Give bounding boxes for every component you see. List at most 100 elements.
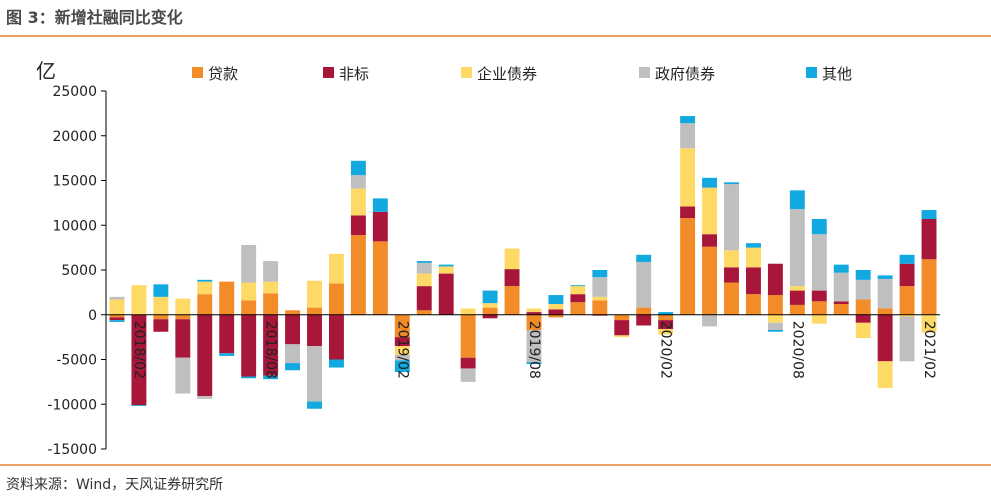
bar-segment <box>877 275 893 279</box>
bar-segment <box>745 243 761 248</box>
bar-segment <box>636 314 652 326</box>
bar-segment <box>109 320 125 322</box>
y-tick-label: 15000 <box>52 174 97 190</box>
bar-segment <box>680 148 696 207</box>
bar-segment <box>899 263 915 287</box>
y-tick-label: 5000 <box>61 263 97 279</box>
bar-segment <box>877 278 893 309</box>
bar-segment <box>614 320 630 336</box>
bar-segment <box>614 314 630 321</box>
bar-segment <box>789 304 805 315</box>
bar-segment <box>285 344 301 364</box>
bar-segment <box>745 267 761 295</box>
y-tick-label: -15000 <box>47 442 97 458</box>
bar-segment <box>350 188 366 216</box>
bar-segment <box>241 282 257 301</box>
bar-segment <box>636 307 652 315</box>
bar-segment <box>526 308 542 313</box>
legend-item: 非标 <box>323 65 369 83</box>
bar-segment <box>658 329 674 335</box>
bar-segment <box>526 312 542 315</box>
bar-segment <box>394 346 410 356</box>
bar-segment <box>899 254 915 264</box>
bottom-rule <box>0 464 991 466</box>
bar-segment <box>680 206 696 219</box>
bar-segment <box>702 246 718 315</box>
bar-segment <box>833 264 849 273</box>
bar-segment <box>372 241 388 315</box>
y-axis: 25000 20000 15000 10000 5000 0 -5000 -10000 -150… <box>47 84 107 458</box>
bars <box>106 116 940 409</box>
legend-item: 贷款 <box>192 65 238 83</box>
bar-segment <box>877 308 893 315</box>
legend-label: 贷款 <box>208 65 238 83</box>
bar-segment <box>702 187 718 235</box>
bar-segment <box>745 294 761 315</box>
bar-segment <box>767 295 783 315</box>
bar-segment <box>394 314 410 338</box>
bar-segment <box>855 314 871 323</box>
x-tick-label: 2020/08 <box>789 321 805 379</box>
bar-segment <box>263 293 279 315</box>
bar-segment <box>811 290 827 302</box>
bar-segment <box>570 294 586 303</box>
bar-segment <box>702 234 718 247</box>
bar-segment <box>855 270 871 280</box>
bar-segment <box>833 272 849 302</box>
bar-segment <box>877 314 893 362</box>
bar-segment <box>745 247 761 268</box>
bar-segment <box>855 279 871 300</box>
legend-swatch <box>323 67 334 78</box>
bar-segment <box>899 314 915 317</box>
bar-segment <box>197 294 213 315</box>
bar-segment <box>285 310 301 315</box>
bar-segment <box>263 375 279 380</box>
bar-segment <box>153 314 169 320</box>
bar-segment <box>811 301 827 315</box>
bar-segment <box>767 314 783 323</box>
bar-segment <box>548 309 564 315</box>
bar-segment <box>438 264 454 267</box>
bar-segment <box>833 301 849 305</box>
bar-segment <box>328 314 344 360</box>
bar-segment <box>724 282 739 315</box>
bar-segment <box>131 405 147 407</box>
bar-segment <box>197 281 213 295</box>
bar-segment <box>504 286 520 315</box>
bar-segment <box>921 314 937 333</box>
bar-segment <box>219 353 235 356</box>
bar-segment <box>263 281 279 294</box>
bar-segment <box>328 283 344 315</box>
bar-segment <box>811 314 827 324</box>
bar-segment <box>175 314 191 320</box>
bar-segment <box>482 303 498 308</box>
bar-segment <box>724 250 739 268</box>
bar-segment <box>197 279 213 282</box>
bar-segment <box>526 362 542 364</box>
bar-segment <box>592 300 608 315</box>
bar-segment <box>504 269 520 287</box>
x-tick-label: 2018/08 <box>263 321 279 379</box>
bar-segment <box>394 360 410 373</box>
bar-segment <box>350 215 366 236</box>
legend-label: 政府债券 <box>655 65 715 83</box>
bar-segment <box>350 175 366 189</box>
x-axis-labels: 2018/02 2018/08 2019/02 2019/08 2020/02 2020/… <box>131 321 937 379</box>
bar-segment <box>197 314 213 397</box>
y-axis-unit: 亿 <box>36 59 56 83</box>
bar-segment <box>285 314 301 345</box>
bar-segment <box>460 357 476 369</box>
bar-segment <box>548 314 564 318</box>
bar-segment <box>680 116 696 124</box>
bar-segment <box>109 314 125 318</box>
bar-segment <box>724 184 739 251</box>
bar-segment <box>570 302 586 315</box>
bar-segment <box>416 261 432 263</box>
bar-segment <box>241 314 257 377</box>
legend-item: 其他 <box>806 65 852 83</box>
bar-segment <box>833 304 849 315</box>
bar-segment <box>767 329 783 332</box>
bar-segment <box>416 286 432 311</box>
bar-segment <box>416 310 432 315</box>
